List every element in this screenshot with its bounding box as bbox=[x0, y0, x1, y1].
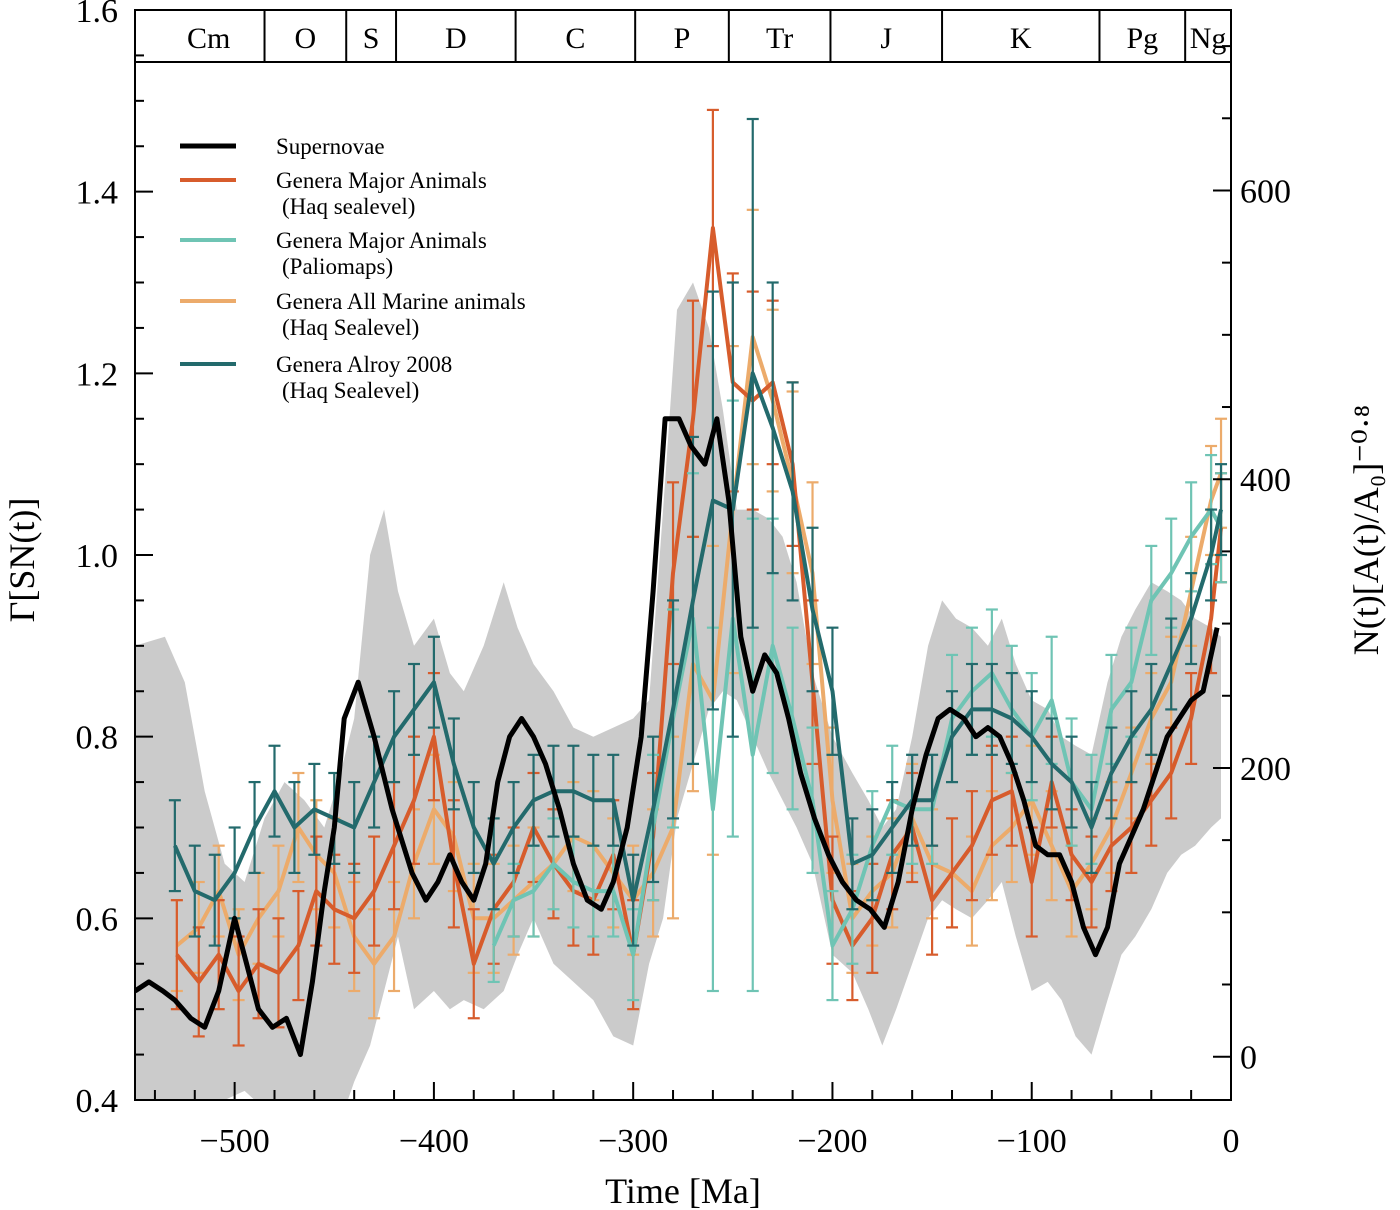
y-left-tick-label: 0.8 bbox=[76, 720, 119, 757]
series-line bbox=[173, 371, 1223, 903]
legend-label: Supernovae bbox=[276, 134, 385, 159]
y-axis-label-right: N(t)[A(t)/A₀]⁻⁰·⁸ bbox=[1346, 405, 1386, 655]
period-label: S bbox=[363, 22, 380, 55]
series-line bbox=[135, 416, 1220, 1058]
period-label: Tr bbox=[766, 22, 793, 55]
x-tick-label: −500 bbox=[200, 1123, 270, 1160]
period-label: K bbox=[1010, 22, 1032, 55]
period-label: O bbox=[295, 22, 317, 55]
y-left-tick-label: 0.4 bbox=[76, 1083, 119, 1120]
y-right-tick-label: 200 bbox=[1240, 751, 1291, 788]
legend-label: Genera Alroy 2008 bbox=[276, 352, 452, 377]
series-line bbox=[175, 226, 1223, 993]
y-right-tick-label: 400 bbox=[1240, 462, 1291, 499]
x-tick-label: −100 bbox=[997, 1123, 1067, 1160]
period-label: C bbox=[565, 22, 585, 55]
legend-label-sub: (Haq sealevel) bbox=[282, 194, 415, 219]
series-layer bbox=[135, 108, 1228, 1058]
legend-label-sub: (Haq Sealevel) bbox=[282, 315, 419, 340]
y-right-tick-label: 0 bbox=[1240, 1040, 1257, 1077]
series-4 bbox=[135, 416, 1220, 1058]
y-left-tick-label: 1.2 bbox=[76, 356, 119, 393]
y-axis-label-left: Γ[SN(t)] bbox=[2, 498, 42, 623]
y-left-tick-label: 1.0 bbox=[76, 538, 119, 575]
axes-layer: −500 −400 −300 −200 −100 0 0.4 0.6 0.8 1.0 1.2 1.4 1… bbox=[76, 0, 1292, 1160]
geologic-period-bar: Cm O S D C P Tr J K Pg Ng bbox=[187, 10, 1226, 62]
series-line bbox=[491, 507, 1223, 957]
x-axis-label: Time [Ma] bbox=[605, 1171, 761, 1210]
period-label: P bbox=[674, 22, 691, 55]
x-tick-label: −300 bbox=[598, 1123, 668, 1160]
period-label: Pg bbox=[1126, 22, 1158, 55]
y-right-tick-label: 600 bbox=[1240, 173, 1291, 210]
x-tick-label: 0 bbox=[1223, 1123, 1240, 1160]
legend-label-sub: (Haq Sealevel) bbox=[282, 378, 419, 403]
legend-label: Genera Major Animals bbox=[276, 168, 487, 193]
x-tick-label: −400 bbox=[399, 1123, 469, 1160]
period-label: Ng bbox=[1190, 22, 1227, 55]
legend-label: Genera All Marine animals bbox=[276, 289, 526, 314]
y-left-tick-label: 1.6 bbox=[76, 0, 119, 30]
y-left-tick-label: 0.6 bbox=[76, 901, 119, 938]
legend-label: Genera Major Animals bbox=[276, 228, 487, 253]
x-tick-label: −200 bbox=[797, 1123, 867, 1160]
period-label: J bbox=[880, 22, 892, 55]
legend-label-sub: (Paliomaps) bbox=[282, 254, 393, 279]
y-left-tick-label: 1.4 bbox=[76, 175, 119, 212]
period-label: D bbox=[445, 22, 467, 55]
period-label: Cm bbox=[187, 22, 230, 55]
